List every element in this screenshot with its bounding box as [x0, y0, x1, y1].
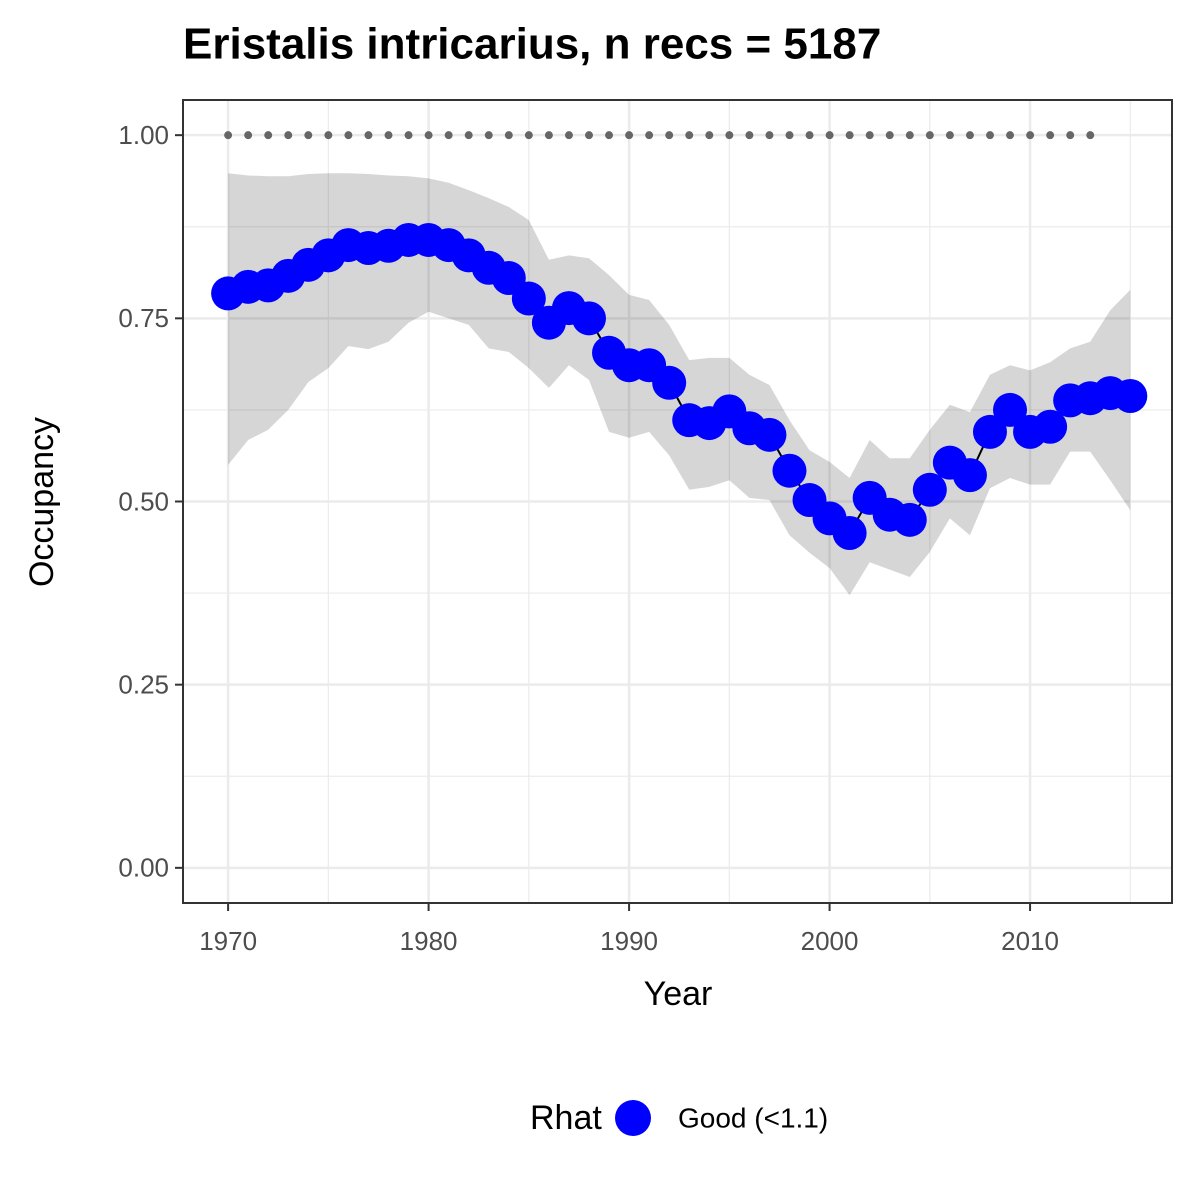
- point: [832, 516, 867, 551]
- point: [571, 301, 606, 336]
- point: [772, 453, 807, 488]
- y-tick-label: 0.50: [118, 486, 169, 516]
- legend-label: Good (<1.1): [678, 1102, 828, 1133]
- x-tick-label: 1990: [600, 926, 658, 956]
- point: [1113, 378, 1148, 413]
- point: [892, 502, 927, 537]
- y-tick-label: 0.00: [118, 853, 169, 883]
- point: [952, 458, 987, 493]
- legend-key: [615, 1100, 651, 1136]
- chart-title: Eristalis intricarius, n recs = 5187: [183, 20, 881, 69]
- y-tick-label: 0.75: [118, 303, 169, 333]
- plot-border: [182, 99, 1173, 904]
- point: [652, 365, 687, 400]
- legend-title: Rhat: [530, 1099, 602, 1137]
- point: [912, 472, 947, 507]
- y-axis-title: Occupancy: [23, 417, 61, 587]
- point: [1033, 409, 1068, 444]
- x-tick-label: 2000: [801, 926, 859, 956]
- x-tick-label: 2010: [1001, 926, 1059, 956]
- x-tick-label: 1970: [199, 926, 257, 956]
- point: [993, 392, 1028, 427]
- x-tick-label: 1980: [400, 926, 458, 956]
- point: [752, 417, 787, 452]
- y-tick-label: 0.25: [118, 670, 169, 700]
- y-tick-label: 1.00: [118, 120, 169, 150]
- point: [511, 281, 546, 316]
- x-axis-title: Year: [644, 975, 713, 1013]
- point: [972, 414, 1007, 449]
